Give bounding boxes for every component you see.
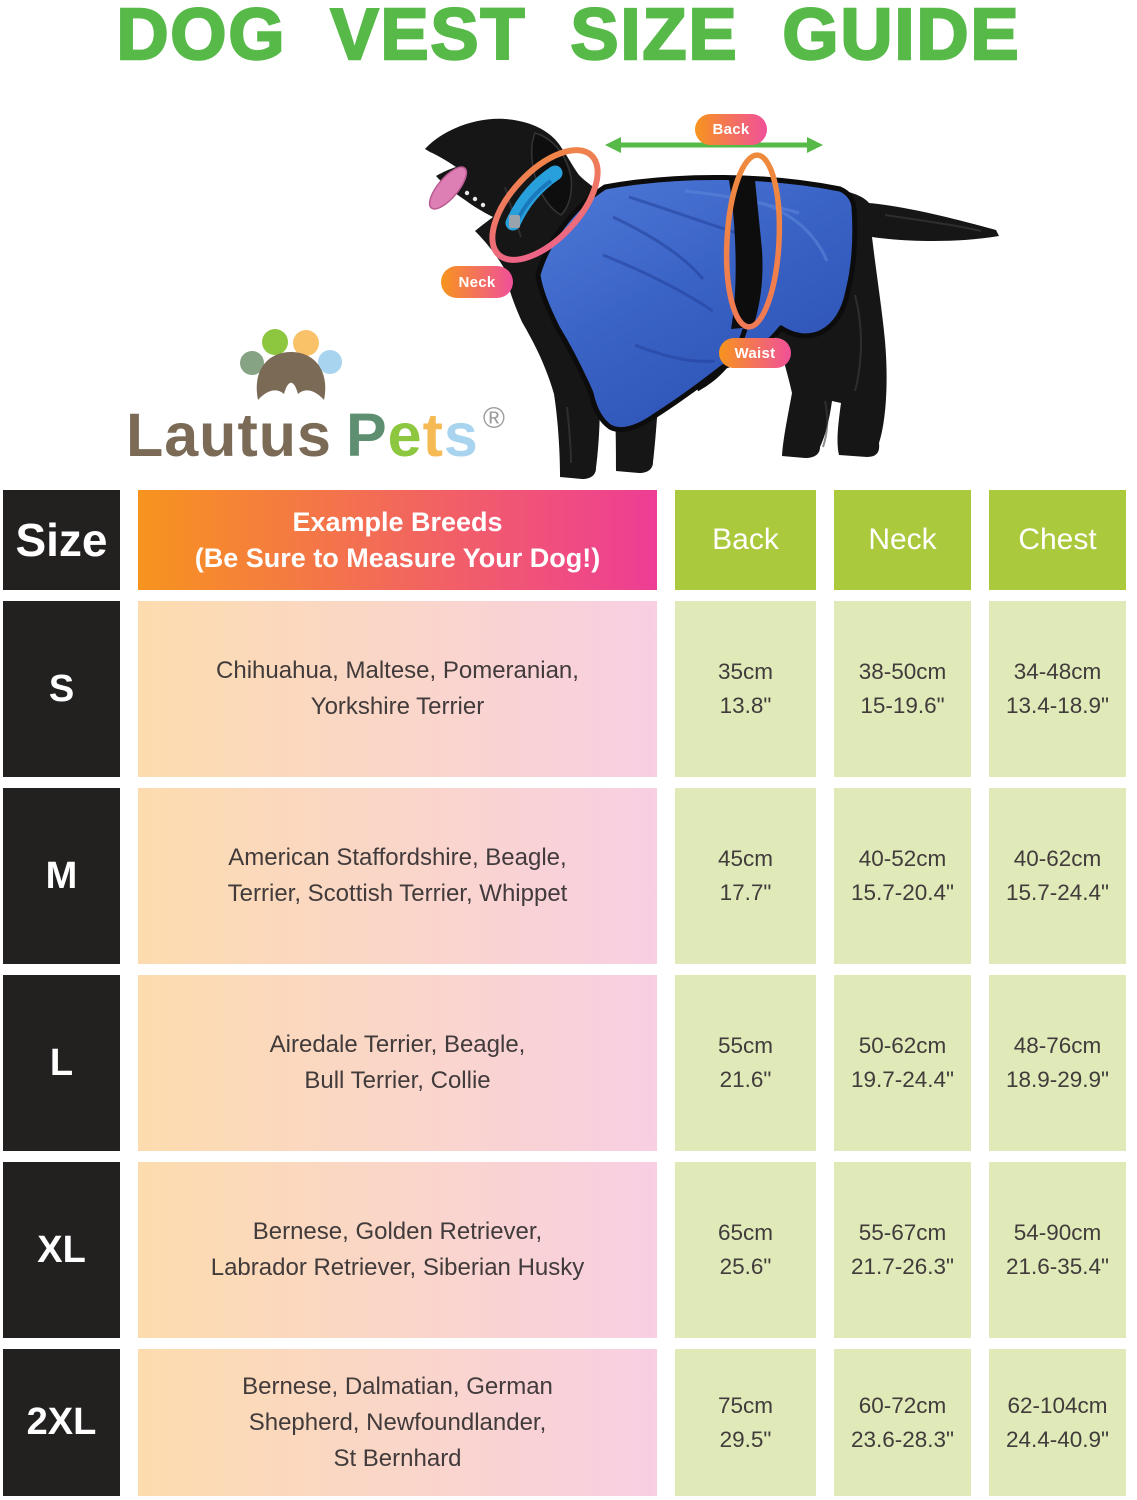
size-cell-l: L [3,975,120,1151]
col-header-size: Size [3,490,120,590]
chest-cell-2xl: 62-104cm 24.4-40.9" [989,1349,1126,1496]
registered-mark: ® [482,402,506,435]
breeds-header-line2: (Be Sure to Measure Your Dog!) [194,543,601,573]
breeds-cell-m: American Staffordshire, Beagle, Terrier,… [138,788,657,964]
col-header-back: Back [675,490,816,590]
brand-name-pets-s: s [443,401,479,469]
chest-cell-m: 40-62cm 15.7-24.4" [989,788,1126,964]
paw-print-icon [240,329,342,400]
waist-measure-ring [723,152,783,330]
brand-logo: Lautus Pets ® [126,400,546,475]
neck-label-pill: Neck [441,266,513,298]
back-label: Back [712,121,750,138]
col-header-neck: Neck [834,490,971,590]
size-cell-m: M [3,788,120,964]
neck-cell-m: 40-52cm 15.7-20.4" [834,788,971,964]
vest-strap [729,180,763,329]
breeds-cell-2xl: Bernese, Dalmatian, German Shepherd, New… [138,1349,657,1496]
back-cell-2xl: 75cm 29.5" [675,1349,816,1496]
brand-name-pets-t: t [422,401,444,469]
chest-cell-l: 48-76cm 18.9-29.9" [989,975,1126,1151]
size-cell-s: S [3,601,120,777]
chest-cell-xl: 54-90cm 21.6-35.4" [989,1162,1126,1338]
neck-cell-s: 38-50cm 15-19.6" [834,601,971,777]
neck-cell-l: 50-62cm 19.7-24.4" [834,975,971,1151]
chest-cell-s: 34-48cm 13.4-18.9" [989,601,1126,777]
size-cell-xl: XL [3,1162,120,1338]
hero-section: Back Neck Waist Lautus Pets ® [0,95,1137,490]
size-table: Size Example Breeds (Be Sure to Measure … [3,490,1133,1496]
breeds-cell-xl: Bernese, Golden Retriever, Labrador Retr… [138,1162,657,1338]
neck-label: Neck [458,273,496,291]
back-cell-l: 55cm 21.6" [675,975,816,1151]
col-header-chest: Chest [989,490,1126,590]
back-label-pill: Back [695,114,767,145]
neck-measure-ring [489,147,601,263]
col-header-breeds: Example Breeds (Be Sure to Measure Your … [138,490,657,590]
collar-buckle [509,215,520,228]
back-cell-s: 35cm 13.8" [675,601,816,777]
dog-tongue [428,166,468,210]
breeds-header-line1: Example Breeds [292,506,503,537]
dog-teeth [472,196,478,202]
back-cell-xl: 65cm 25.6" [675,1162,816,1338]
dog-teeth [464,190,470,196]
dog-teeth [480,202,486,208]
dog-measurement-diagram [425,118,999,479]
brand-name-pets-p: P [345,401,388,469]
size-cell-2xl: 2XL [3,1349,120,1496]
waist-label-pill: Waist [719,338,791,368]
neck-cell-xl: 55-67cm 21.7-26.3" [834,1162,971,1338]
waist-label: Waist [734,344,776,362]
back-measure-arrow [605,137,823,153]
breeds-cell-l: Airedale Terrier, Beagle, Bull Terrier, … [138,975,657,1151]
brand-name-lautus: Lautus [126,401,332,469]
back-cell-m: 45cm 17.7" [675,788,816,964]
brand-name-pets-e: e [387,401,423,469]
page-title: DOG VEST SIZE GUIDE [115,0,1021,76]
breeds-cell-s: Chihuahua, Maltese, Pomeranian, Yorkshir… [138,601,657,777]
neck-cell-2xl: 60-72cm 23.6-28.3" [834,1349,971,1496]
